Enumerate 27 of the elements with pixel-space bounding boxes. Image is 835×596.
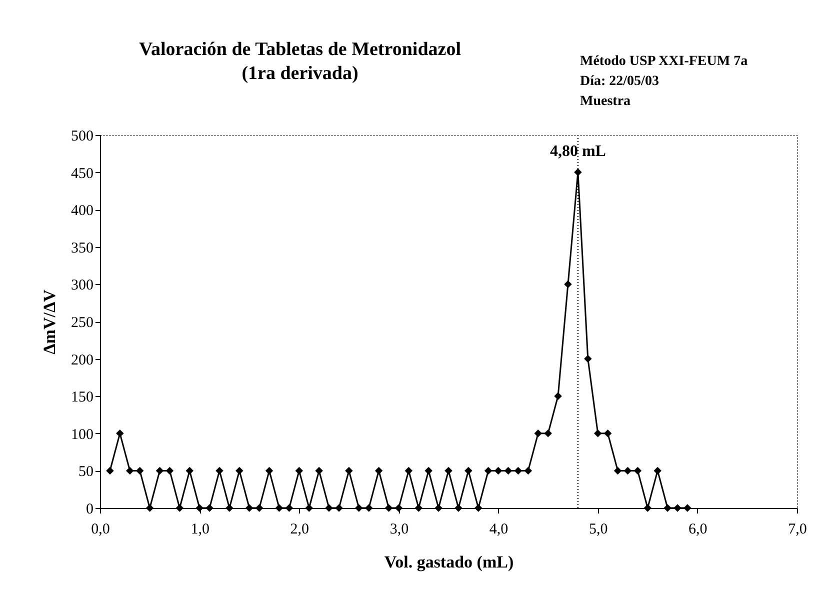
- x-tick-label: 7,0: [788, 522, 807, 538]
- y-tick-label: 350: [71, 240, 94, 256]
- text: Muestra: [580, 93, 632, 111]
- x-tick-label: 5,0: [588, 522, 608, 538]
- y-tick-label: 500: [71, 128, 94, 144]
- y-tick-label: 250: [71, 315, 94, 331]
- y-tick-label: 200: [71, 352, 94, 368]
- chart-title: Valoración de Tabletas de Metronidazol: [138, 38, 462, 62]
- x-tick-label: 1,0: [190, 522, 210, 538]
- x-tick-label: 0,0: [91, 522, 110, 538]
- y-axis-title: ΔmV/ΔV: [40, 288, 59, 354]
- x-tick-label: 6,0: [688, 522, 708, 538]
- x-axis-title: Vol. gastado (mL): [384, 552, 514, 572]
- y-tick-label: 450: [71, 166, 94, 182]
- y-tick-label: 300: [71, 278, 94, 294]
- y-tick-label: 100: [71, 426, 94, 443]
- chart-subtitle: (1ra derivada): [240, 62, 360, 86]
- y-tick-label: 0: [86, 502, 94, 518]
- x-tick-label: 3,0: [390, 522, 409, 538]
- ref-line-label: 4,80 mL: [550, 143, 606, 160]
- text: Método USP XXI-FEUM 7a: [580, 53, 748, 71]
- y-tick-label: 150: [71, 390, 94, 406]
- text: Día: 22/05/03: [580, 73, 660, 91]
- x-tick-label: 2,0: [290, 522, 310, 538]
- y-tick-label: 400: [71, 203, 94, 220]
- x-tick-label: 4,0: [489, 522, 508, 538]
- y-tick-label: 50: [78, 464, 94, 480]
